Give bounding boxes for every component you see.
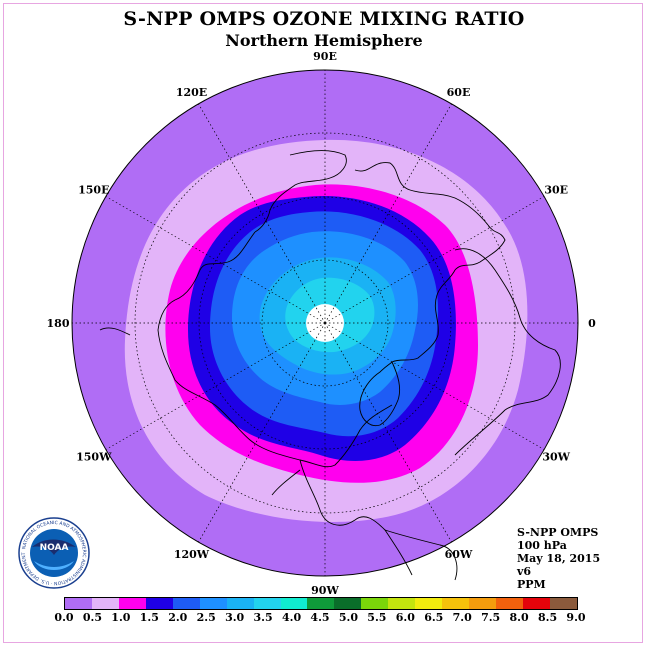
info-units: PPM <box>517 578 546 591</box>
color-scale-segment <box>65 598 92 609</box>
color-scale-segment <box>199 598 227 609</box>
color-scale-segment <box>253 598 281 609</box>
color-scale-tick-label: 4.0 <box>281 611 302 624</box>
color-scale-tick-label: 2.5 <box>196 611 216 624</box>
color-scale-segment <box>91 598 119 609</box>
eurasia-coast <box>354 162 506 363</box>
color-scale-segment <box>226 598 254 609</box>
color-scale-segment <box>334 598 362 609</box>
longitude-label: 150E <box>78 184 109 197</box>
longitude-label: 120W <box>174 548 210 561</box>
longitude-label: 30W <box>542 451 570 464</box>
color-scale-segment <box>172 598 200 609</box>
color-scale-ticks: 0.0 0.5 1.0 1.5 2.0 2.5 3.0 3.5 4.0 4.5 5.0 5.5 6.0 6… <box>40 611 608 625</box>
logo-bird-icon <box>32 539 76 555</box>
info-satellite: S-NPP OMPS <box>517 526 599 539</box>
longitude-label: 90W <box>311 584 339 597</box>
latitude-circle-50 <box>198 196 452 450</box>
color-scale-segment <box>549 598 577 609</box>
longitude-label: 180 <box>47 317 70 330</box>
info-date: May 18, 2015 <box>517 552 601 565</box>
color-scale-segment <box>469 598 496 609</box>
color-scale-segment <box>496 598 523 609</box>
color-scale-segment <box>522 598 550 609</box>
longitude-label: 120E <box>176 86 207 99</box>
north-america-coast <box>157 329 393 468</box>
alaska-coast <box>157 231 256 331</box>
logo-text: NOAA <box>40 543 69 553</box>
color-scale-segment <box>361 598 389 609</box>
latitude-circle-30 <box>134 132 516 514</box>
color-scale-tick-label: 7.5 <box>481 611 501 624</box>
africa-coast <box>454 248 561 456</box>
noaa-logo: NATIONAL OCEANIC AND ATMOSPHERIC ADMINIS… <box>18 517 90 589</box>
longitude-label: 0 <box>588 317 596 330</box>
color-scale-segment <box>280 598 308 609</box>
color-scale-segment <box>118 598 146 609</box>
longitude-label: 60W <box>445 548 473 561</box>
color-scale-tick-label: 1.5 <box>139 611 159 624</box>
color-scale-segment <box>442 598 470 609</box>
longitude-label: 30E <box>544 184 568 197</box>
color-scale-tick-label: 3.0 <box>225 611 245 624</box>
page-title: S-NPP OMPS OZONE MIXING RATIO <box>123 8 525 30</box>
info-version: v6 <box>517 565 532 578</box>
logo-wave-icon <box>34 561 74 570</box>
longitude-label: 90E <box>313 50 337 63</box>
coastlines <box>99 150 561 581</box>
color-scale-tick-label: 4.5 <box>310 611 330 624</box>
color-scale-tick-label: 9.0 <box>566 611 586 624</box>
color-scale-tick-label: 8.0 <box>509 611 529 624</box>
color-scale-tick-label: 6.5 <box>424 611 444 624</box>
color-scale-segment <box>145 598 173 609</box>
central-america-coast <box>299 459 413 576</box>
color-scale-tick-label: 0.5 <box>82 611 102 624</box>
color-scale-tick-label: 7.0 <box>452 611 472 624</box>
pacific-islands <box>99 327 131 336</box>
siberia-coast <box>254 150 347 233</box>
gulf-coast <box>271 469 301 496</box>
color-scale-tick-label: 5.0 <box>338 611 358 624</box>
color-scale-segment <box>415 598 443 609</box>
info-block: S-NPP OMPS 100 hPa May 18, 2015 v6 PPM <box>517 526 600 591</box>
page-subtitle: Northern Hemisphere <box>225 31 423 50</box>
graticule <box>72 70 578 576</box>
color-scale-tick-label: 0.0 <box>54 611 74 624</box>
color-scale-tick-label: 5.5 <box>367 611 387 624</box>
color-scale-segment <box>307 598 335 609</box>
longitude-label: 150W <box>76 451 112 464</box>
map-outer-boundary <box>71 69 579 577</box>
latitude-circle-70 <box>261 259 389 387</box>
longitude-label: 60E <box>447 86 471 99</box>
color-scale-segment <box>388 598 416 609</box>
south-america-coast <box>384 529 458 581</box>
info-pressure-level: 100 hPa <box>517 539 567 552</box>
color-scale-tick-label: 6.0 <box>395 611 415 624</box>
longitude-labels: 90E 60E 30E 0 30W 60W 90W 120W 150W 180 150E 120E <box>47 50 597 597</box>
plot-frame <box>3 3 643 643</box>
color-scale-tick-label: 3.5 <box>253 611 273 624</box>
greenland-coast <box>359 361 401 427</box>
color-scale-bar <box>64 597 578 610</box>
color-scale-tick-label: 2.0 <box>168 611 188 624</box>
color-scale-tick-label: 1.0 <box>111 611 131 624</box>
color-scale-tick-label: 8.5 <box>537 611 558 624</box>
